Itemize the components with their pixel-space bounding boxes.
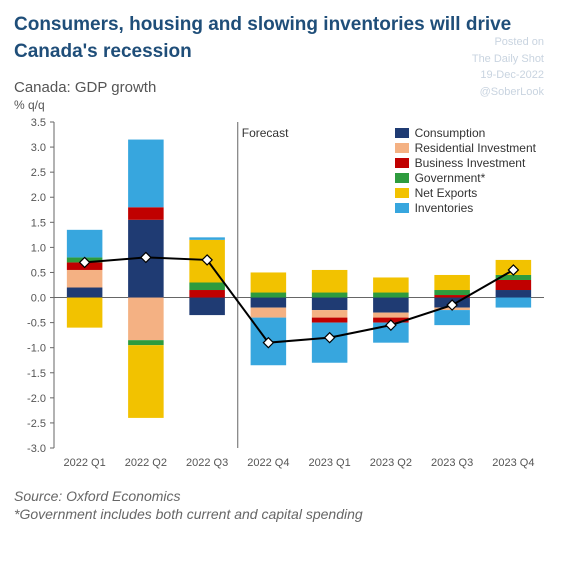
legend-item: Government* [395, 171, 536, 185]
svg-text:0.5: 0.5 [31, 268, 46, 280]
svg-text:0.0: 0.0 [31, 293, 46, 305]
legend-swatch [395, 128, 409, 138]
svg-text:2023 Q4: 2023 Q4 [492, 457, 534, 469]
legend-item: Consumption [395, 126, 536, 140]
legend-label: Consumption [415, 126, 486, 140]
svg-text:2023 Q1: 2023 Q1 [309, 457, 351, 469]
svg-text:-1.0: -1.0 [27, 343, 46, 355]
y-axis-label: % q/q [14, 98, 550, 112]
legend-swatch [395, 203, 409, 213]
svg-text:3.5: 3.5 [31, 118, 46, 129]
legend-label: Inventories [415, 201, 474, 215]
watermark: Posted on The Daily Shot 19-Dec-2022 @So… [472, 34, 544, 100]
legend-item: Residential Investment [395, 141, 536, 155]
svg-text:2022 Q2: 2022 Q2 [125, 457, 167, 469]
svg-text:-1.5: -1.5 [27, 368, 46, 380]
footnote-text: *Government includes both current and ca… [14, 506, 550, 522]
legend-swatch [395, 188, 409, 198]
chart-container: -3.0 -2.5 -2.0 -1.5 -1.0 -0.5 0.0 0.5 1.0 1.5 2.0 2… [14, 118, 550, 478]
svg-text:2023 Q3: 2023 Q3 [431, 457, 473, 469]
legend-item: Inventories [395, 201, 536, 215]
svg-text:-0.5: -0.5 [27, 318, 46, 330]
svg-text:2.5: 2.5 [31, 167, 46, 179]
watermark-line: @SoberLook [472, 84, 544, 101]
chart-legend: ConsumptionResidential InvestmentBusines… [395, 126, 536, 216]
svg-text:2022 Q1: 2022 Q1 [64, 457, 106, 469]
legend-item: Business Investment [395, 156, 536, 170]
svg-text:3.0: 3.0 [31, 142, 46, 154]
svg-text:-3.0: -3.0 [27, 443, 46, 455]
svg-text:1.0: 1.0 [31, 243, 46, 255]
svg-text:-2.0: -2.0 [27, 393, 46, 405]
legend-label: Government* [415, 171, 486, 185]
page-title: Consumers, housing and slowing inventori… [14, 12, 550, 65]
legend-item: Net Exports [395, 186, 536, 200]
legend-swatch [395, 158, 409, 168]
forecast-label: Forecast [242, 126, 289, 140]
legend-swatch [395, 143, 409, 153]
source-text: Source: Oxford Economics [14, 488, 550, 504]
chart-subtitle: Canada: GDP growth [14, 79, 550, 96]
svg-text:2.0: 2.0 [31, 192, 46, 204]
legend-label: Business Investment [415, 156, 526, 170]
svg-text:-2.5: -2.5 [27, 418, 46, 430]
watermark-line: The Daily Shot [472, 51, 544, 68]
svg-text:2022 Q3: 2022 Q3 [186, 457, 228, 469]
svg-text:1.5: 1.5 [31, 217, 46, 229]
watermark-line: 19-Dec-2022 [472, 67, 544, 84]
svg-text:2023 Q2: 2023 Q2 [370, 457, 412, 469]
svg-text:2022 Q4: 2022 Q4 [247, 457, 289, 469]
legend-label: Net Exports [415, 186, 478, 200]
watermark-line: Posted on [472, 34, 544, 51]
legend-swatch [395, 173, 409, 183]
legend-label: Residential Investment [415, 141, 536, 155]
